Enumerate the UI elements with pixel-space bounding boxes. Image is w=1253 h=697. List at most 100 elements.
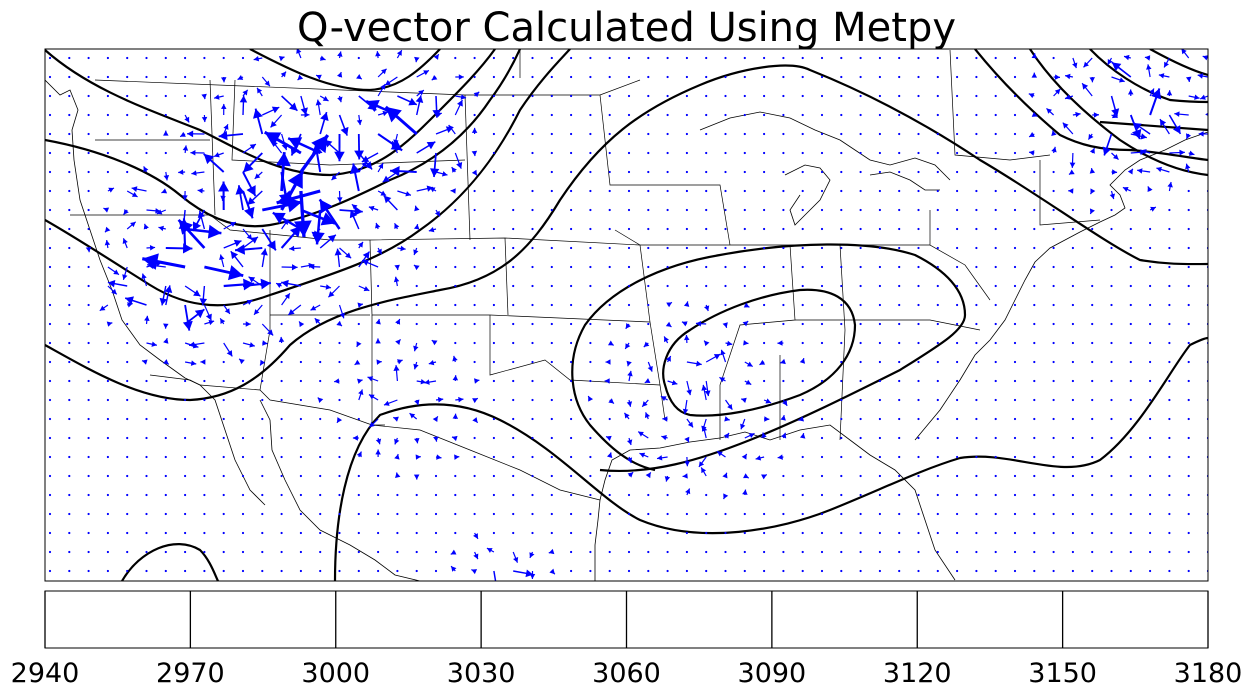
q-vector-arrow: [163, 171, 170, 181]
q-vector-arrow: [780, 358, 786, 365]
q-vector-arrow: [68, 56, 71, 60]
q-vector-arrow: [589, 379, 592, 383]
q-vector-arrow: [281, 279, 302, 288]
q-vector-arrow: [1033, 303, 1036, 307]
q-vector-arrow: [1149, 284, 1152, 288]
q-vector-arrow: [705, 353, 721, 363]
q-vector-arrow: [473, 227, 476, 231]
q-vector-arrow: [685, 94, 689, 98]
q-vector-arrow: [936, 227, 939, 231]
q-vector-arrow: [898, 132, 901, 136]
q-vector-arrow: [994, 246, 997, 250]
q-vector-arrow: [917, 360, 920, 364]
q-vector-arrow: [1110, 360, 1113, 364]
q-vector-arrow: [956, 189, 959, 193]
q-vector-arrow: [375, 51, 381, 59]
q-vector-arrow: [1163, 57, 1170, 68]
q-vector-arrow: [68, 208, 71, 212]
q-vector-arrow: [627, 132, 631, 136]
q-vector-arrow: [647, 113, 650, 117]
q-vector-arrow: [1013, 113, 1017, 117]
q-vector-arrow: [878, 56, 882, 60]
q-vector-arrow: [512, 113, 515, 117]
q-vector-arrow: [413, 342, 419, 352]
q-vector-arrow: [685, 208, 689, 212]
q-vector-arrow: [492, 265, 495, 269]
q-vector-arrow: [647, 265, 650, 269]
q-vector-arrow: [512, 75, 515, 79]
colorbar-tick-label: 3030: [447, 658, 516, 689]
q-vector-arrow: [492, 151, 495, 155]
q-vector-arrow: [203, 75, 206, 79]
q-vector-arrow: [1205, 112, 1208, 116]
q-vector-arrow: [627, 208, 631, 212]
q-vector-arrow: [163, 338, 169, 344]
q-vector-arrow: [936, 113, 939, 117]
q-vector-arrow: [1123, 54, 1131, 61]
q-vector-arrow: [1110, 265, 1113, 269]
q-vector-arrow: [262, 340, 268, 346]
q-vector-arrow: [122, 238, 128, 249]
q-vector-arrow: [87, 170, 90, 174]
q-vector-arrow: [512, 265, 515, 269]
q-vector-arrow: [289, 245, 301, 252]
q-vector-arrow: [297, 74, 304, 81]
q-vector-arrow: [184, 379, 187, 383]
q-vector-arrow: [975, 360, 978, 364]
q-vector-arrow: [570, 379, 573, 383]
q-vector-arrow: [1052, 170, 1055, 174]
q-vector-arrow: [878, 227, 882, 231]
q-vector-arrow: [48, 189, 52, 193]
q-vector-arrow: [452, 375, 459, 382]
q-vector-arrow: [936, 94, 939, 98]
q-vector-arrow: [570, 322, 573, 326]
q-vector-arrow: [48, 246, 52, 250]
q-vector-arrow: [146, 208, 161, 214]
q-vector-arrow: [68, 379, 71, 383]
q-vector-arrow: [589, 322, 592, 326]
q-vector-arrow: [878, 303, 882, 307]
q-vector-arrow: [624, 342, 631, 350]
q-vector-arrow: [376, 247, 383, 255]
q-vector-arrow: [1033, 265, 1036, 269]
q-vector-arrow: [473, 91, 480, 98]
q-vector-arrow: [87, 322, 90, 326]
q-vector-arrow: [1187, 322, 1190, 326]
q-vector-arrow: [48, 322, 52, 326]
q-vector-arrow: [956, 303, 959, 307]
q-vector-arrow: [143, 223, 149, 230]
q-vector-arrow: [163, 323, 169, 329]
q-vector-arrow: [1149, 246, 1152, 250]
q-vector-arrow: [1033, 341, 1036, 345]
q-vector-arrow: [763, 246, 766, 250]
q-vector-arrow: [1071, 379, 1074, 383]
q-vector-arrow: [627, 75, 631, 79]
q-vector-arrow: [126, 75, 129, 79]
q-vector-arrow: [917, 208, 920, 212]
q-vector-arrow: [512, 94, 515, 98]
q-vector-arrow: [685, 265, 689, 269]
q-vector-arrow: [454, 284, 457, 288]
q-vector-arrow: [685, 246, 689, 250]
q-vector-arrow: [1144, 55, 1151, 61]
q-vector-arrow: [1129, 322, 1132, 326]
q-vector-arrow: [428, 226, 437, 233]
q-vector-arrow: [145, 151, 148, 155]
q-vector-arrow: [235, 185, 246, 211]
q-vector-arrow: [859, 360, 862, 364]
q-vector-arrow: [666, 56, 669, 60]
q-vector-arrow: [492, 113, 495, 117]
q-vector-arrow: [782, 56, 785, 60]
q-vector-arrow: [820, 56, 824, 60]
q-vector-arrow: [337, 190, 343, 203]
q-vector-arrow: [122, 266, 128, 280]
q-vector-arrow: [898, 379, 901, 383]
q-vector-arrow: [627, 151, 631, 155]
q-vector-arrow: [763, 303, 766, 307]
q-vector-arrow: [1149, 265, 1152, 269]
q-vector-arrow: [187, 130, 205, 138]
q-vector-arrow: [705, 227, 708, 231]
chart-title: Q-vector Calculated Using Metpy: [296, 5, 957, 51]
q-vector-arrow: [1013, 170, 1017, 174]
q-vector-arrow: [878, 132, 882, 136]
